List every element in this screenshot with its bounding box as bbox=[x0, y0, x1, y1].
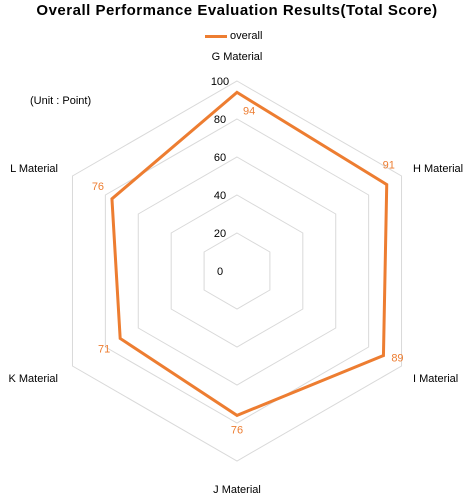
data-label: 76 bbox=[92, 181, 104, 193]
chart-legend: overall bbox=[205, 30, 262, 42]
grid-ring-20 bbox=[203, 232, 271, 310]
unit-note: (Unit : Point) bbox=[30, 95, 92, 107]
radial-tick-label: 0 bbox=[217, 266, 223, 278]
grid-ring-80 bbox=[104, 118, 370, 424]
grid-ring-100 bbox=[71, 80, 403, 462]
category-label: I Material bbox=[413, 373, 458, 385]
radial-tick-label: 40 bbox=[214, 190, 226, 202]
series-line-overall bbox=[110, 90, 389, 418]
category-label: G Material bbox=[212, 51, 263, 63]
legend-label-overall: overall bbox=[230, 30, 263, 42]
grid-ring-60 bbox=[137, 156, 337, 386]
data-label: 94 bbox=[243, 105, 255, 117]
radial-tick-label: 60 bbox=[214, 152, 226, 164]
data-label: 71 bbox=[98, 343, 110, 355]
radial-tick-label: 20 bbox=[214, 228, 226, 240]
data-label: 76 bbox=[231, 424, 243, 436]
radial-tick-label: 80 bbox=[214, 114, 226, 126]
chart-title: Overall Performance Evaluation Results(T… bbox=[36, 2, 438, 19]
grid-ring-40 bbox=[170, 194, 304, 348]
data-label: 91 bbox=[383, 160, 395, 172]
category-label: L Material bbox=[10, 163, 58, 175]
data-label: 89 bbox=[391, 353, 403, 365]
legend-swatch-overall bbox=[205, 34, 227, 38]
radial-tick-label: 100 bbox=[211, 76, 229, 88]
category-label: K Material bbox=[8, 373, 58, 385]
category-label: H Material bbox=[413, 163, 463, 175]
category-label: J Material bbox=[213, 484, 261, 496]
